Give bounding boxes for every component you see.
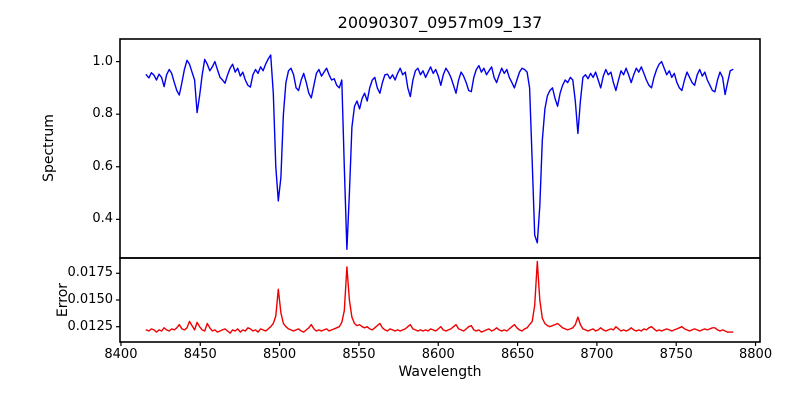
x-tick-label: 8600 xyxy=(421,347,455,362)
x-tick-label: 8450 xyxy=(183,347,217,362)
chart-title: 20090307_0957m09_137 xyxy=(337,13,543,32)
x-tick-label: 8500 xyxy=(263,347,297,362)
x-tick-label: 8750 xyxy=(659,347,693,362)
wavelength-axis-label: Wavelength xyxy=(398,364,482,380)
y-tick-label: 1.0 xyxy=(92,53,113,69)
y-tick-label: 0.0175 xyxy=(67,265,114,281)
y-tick-label: 0.8 xyxy=(92,106,113,122)
x-tick-label: 8650 xyxy=(501,347,535,362)
x-tick-label: 8800 xyxy=(739,347,773,362)
spectrum-line xyxy=(145,54,734,251)
x-tick-label: 8550 xyxy=(342,347,376,362)
y-tick-label: 0.6 xyxy=(92,158,113,174)
x-tick-label: 8400 xyxy=(104,347,138,362)
y-tick-label: 0.0125 xyxy=(67,318,114,334)
y-tick-label: 0.0150 xyxy=(67,292,114,307)
error-line xyxy=(145,260,734,334)
y-tick-label: 0.4 xyxy=(92,211,113,227)
spectrum-panel-frame xyxy=(119,38,761,259)
x-tick-label: 8700 xyxy=(580,347,614,362)
